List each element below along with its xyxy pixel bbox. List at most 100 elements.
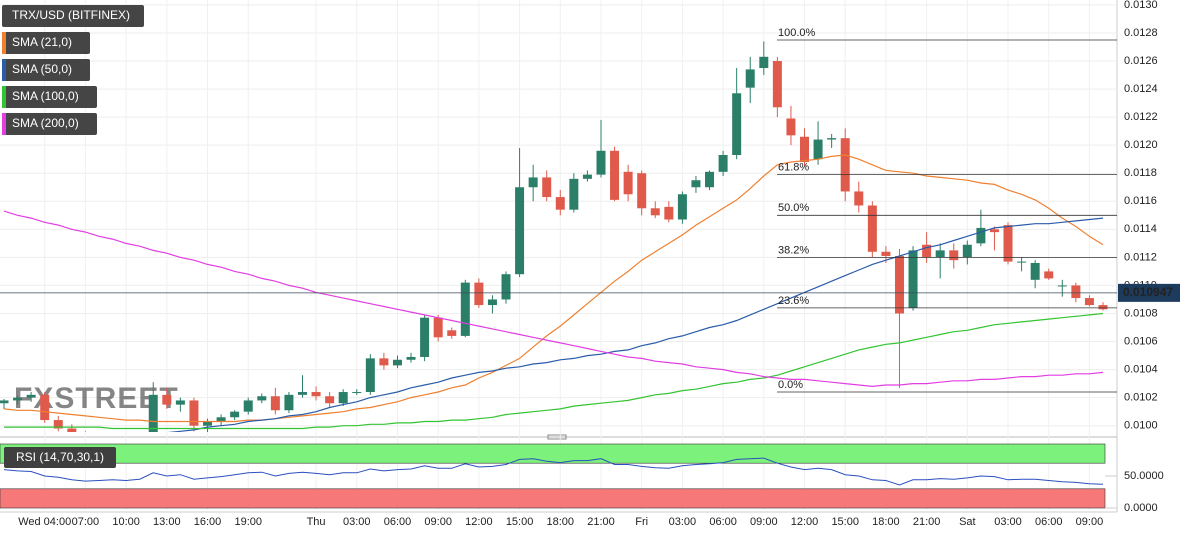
candle-body bbox=[67, 428, 77, 432]
legend-label: TRX/USD (BITFINEX) bbox=[12, 8, 130, 22]
y-tick-label: 0.0108 bbox=[1124, 307, 1158, 319]
candle-body bbox=[786, 118, 796, 136]
candle-body bbox=[1003, 225, 1013, 262]
candle-body bbox=[270, 396, 280, 411]
candle-body bbox=[447, 330, 457, 336]
x-tick-label: 06:00 bbox=[709, 516, 737, 528]
y-tick-label: 0.0112 bbox=[1124, 251, 1157, 263]
candle-body bbox=[420, 317, 430, 357]
candle-body bbox=[135, 437, 144, 441]
y-tick-label: 0.0104 bbox=[1124, 363, 1158, 375]
candle-body bbox=[0, 400, 9, 404]
fib-label: 23.6% bbox=[778, 295, 809, 307]
candle-body bbox=[664, 206, 674, 220]
legend-box bbox=[2, 5, 144, 27]
legend-box bbox=[2, 32, 90, 54]
y-tick-label: 0.0106 bbox=[1124, 335, 1158, 347]
candle-body bbox=[827, 138, 837, 140]
fib-label: 61.8% bbox=[778, 162, 809, 174]
candle-body bbox=[433, 317, 443, 338]
x-tick-label: 03:00 bbox=[669, 516, 697, 528]
candle-body bbox=[691, 180, 701, 188]
candle-body bbox=[230, 411, 240, 418]
candle-body bbox=[596, 150, 606, 175]
sma-line bbox=[4, 312, 1104, 430]
candle-body bbox=[94, 440, 103, 443]
x-tick-label: 07:00 bbox=[72, 516, 100, 528]
candle-body bbox=[989, 229, 999, 233]
candle-body bbox=[392, 359, 402, 366]
y-tick-label: 0.0102 bbox=[1124, 392, 1158, 404]
candle-body bbox=[854, 191, 864, 206]
candle-body bbox=[189, 400, 199, 426]
candle-body bbox=[949, 250, 959, 261]
candle-body bbox=[881, 251, 891, 256]
candle-body bbox=[365, 358, 375, 393]
candle-body bbox=[555, 197, 565, 210]
legend-swatch bbox=[2, 86, 6, 108]
y-tick-label: 0.0114 bbox=[1124, 223, 1157, 235]
candle-body bbox=[840, 138, 850, 192]
candle-body bbox=[1030, 262, 1040, 280]
candle-body bbox=[338, 392, 348, 404]
candle-body bbox=[813, 139, 823, 160]
legend-box bbox=[2, 86, 97, 108]
fib-label: 50.0% bbox=[778, 202, 809, 214]
panel-grip bbox=[547, 434, 567, 440]
candle-body bbox=[40, 394, 50, 421]
candle-body bbox=[867, 205, 877, 252]
candle-body bbox=[1017, 261, 1027, 263]
candle-body bbox=[162, 394, 172, 405]
legend-box bbox=[2, 59, 90, 81]
candle-body bbox=[922, 244, 932, 258]
legend-label: SMA (200,0) bbox=[12, 116, 79, 130]
candle-body bbox=[650, 208, 660, 216]
legend-label: SMA (21,0) bbox=[12, 35, 72, 49]
candle-body bbox=[325, 396, 335, 404]
candle-body bbox=[474, 282, 484, 306]
candle-body bbox=[13, 397, 23, 401]
last-price-label: 0.010947 bbox=[1123, 285, 1173, 299]
candle-body bbox=[582, 174, 592, 179]
candle-body bbox=[1098, 305, 1108, 310]
rsi-tick-label: 50.0000 bbox=[1124, 470, 1164, 482]
candle-body bbox=[637, 173, 647, 209]
rsi-band bbox=[0, 443, 1106, 464]
y-tick-label: 0.0126 bbox=[1124, 55, 1158, 67]
y-tick-label: 0.0130 bbox=[1124, 0, 1158, 11]
x-tick-label: Sat bbox=[959, 516, 976, 528]
x-tick-label: 12:00 bbox=[791, 516, 819, 528]
candle-body bbox=[962, 244, 972, 258]
candle-body bbox=[908, 250, 918, 308]
y-tick-label: 0.0128 bbox=[1124, 27, 1158, 39]
fib-label: 38.2% bbox=[778, 244, 809, 256]
x-tick-label: 06:00 bbox=[1035, 516, 1063, 528]
x-tick-label: 15:00 bbox=[831, 516, 859, 528]
candle-body bbox=[460, 282, 470, 336]
last-price-box bbox=[1118, 283, 1180, 302]
candle-body bbox=[800, 136, 810, 162]
legend-box bbox=[2, 113, 97, 135]
rsi-band bbox=[0, 488, 1106, 509]
x-tick-label: 10:00 bbox=[112, 516, 140, 528]
candle-body bbox=[53, 420, 63, 429]
candle-body bbox=[297, 392, 307, 395]
sma-line bbox=[3, 210, 1104, 388]
x-tick-label: 18:00 bbox=[872, 516, 900, 528]
candle-body bbox=[976, 227, 986, 244]
x-tick-label: 12:00 bbox=[465, 516, 493, 528]
candle-body bbox=[1084, 298, 1094, 306]
candle-body bbox=[759, 56, 769, 69]
x-tick-label: 03:00 bbox=[994, 516, 1022, 528]
fib-label: 100.0% bbox=[778, 27, 816, 39]
candle-body bbox=[732, 93, 742, 155]
candle-body bbox=[501, 274, 511, 300]
x-tick-label: 16:00 bbox=[194, 516, 222, 528]
candle-body bbox=[718, 154, 728, 172]
rsi-label: RSI (14,70,30,1) bbox=[16, 450, 104, 464]
x-tick-label: Wed 04:00 bbox=[18, 516, 71, 528]
x-tick-label: 06:00 bbox=[384, 516, 412, 528]
candle-body bbox=[243, 400, 253, 412]
candle-body bbox=[311, 392, 321, 397]
